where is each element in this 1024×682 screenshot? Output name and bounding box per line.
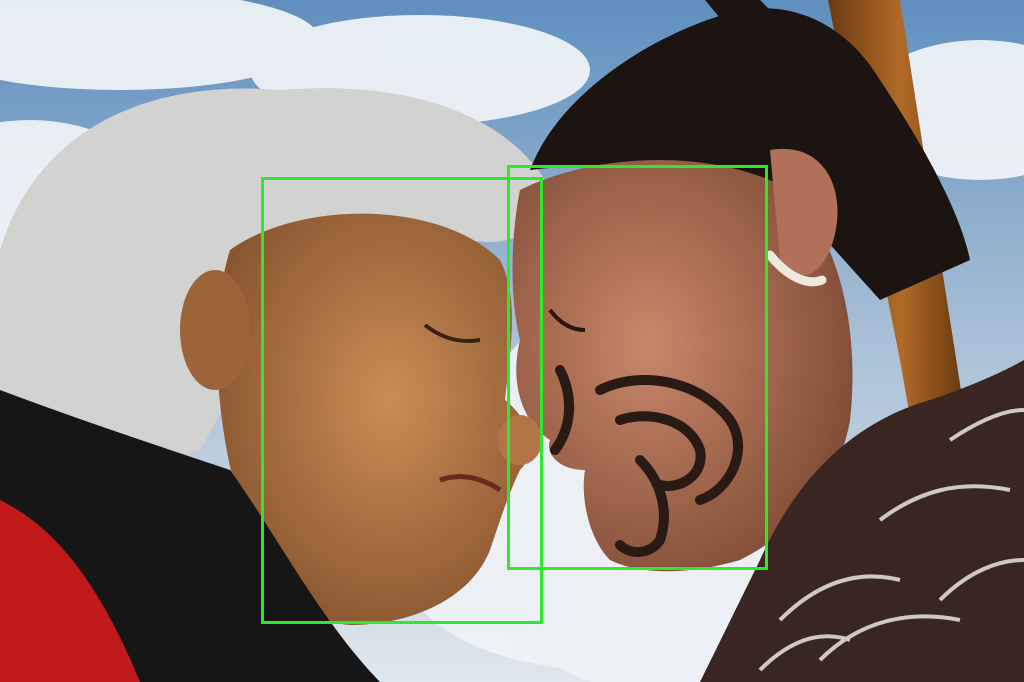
right-person-ear: [770, 148, 838, 276]
right-person-hair: [530, 8, 970, 300]
left-person-face: [217, 213, 531, 625]
face-tattoo: [550, 365, 744, 557]
left-person-jacket: [0, 500, 140, 682]
right-person-cloak: [700, 360, 1024, 682]
detection-box-right-face: [507, 165, 768, 570]
left-person-ear: [180, 270, 250, 390]
detection-box-left-face: [261, 177, 543, 624]
cloak-fur: [758, 408, 1024, 672]
ear-ornament: [765, 250, 827, 287]
